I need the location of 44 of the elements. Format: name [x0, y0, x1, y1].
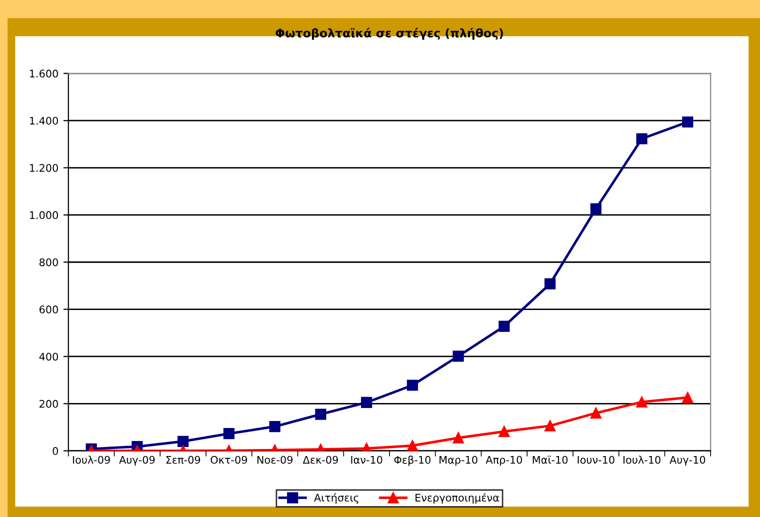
y-tick-label: 600 — [40, 306, 58, 314]
point — [452, 350, 464, 362]
legend-label: Αιτήσεις — [314, 493, 358, 504]
x-tick-label: Ιαν-10 — [351, 456, 382, 464]
point — [269, 420, 280, 432]
point — [406, 440, 418, 451]
point — [498, 320, 510, 332]
y-tick-label: 1.200 — [30, 164, 58, 172]
point — [636, 133, 648, 144]
y-tick-label: 1.000 — [30, 211, 58, 220]
y-tick-label: 800 — [40, 258, 58, 266]
x-tick-label: Δεκ-09 — [302, 456, 338, 464]
point — [590, 408, 602, 419]
point — [452, 432, 464, 444]
y-tick-label: 1.400 — [30, 116, 58, 125]
point — [361, 396, 372, 408]
point — [223, 428, 235, 440]
x-tick-label: Μαρ-10 — [440, 456, 478, 466]
point — [682, 116, 694, 128]
x-tick-label: Ιουλ-09 — [73, 456, 110, 464]
x-tick-label: Οκτ-09 — [210, 456, 248, 464]
x-tick-label: Νοε-09 — [257, 456, 292, 464]
legend-label: Ενεργοποιημένα — [416, 493, 499, 504]
point — [682, 392, 694, 404]
x-tick-label: Φεβ-10 — [394, 456, 430, 466]
x-tick-label: Ιουλ-10 — [623, 456, 660, 464]
point — [406, 380, 418, 391]
point — [498, 426, 510, 438]
y-tick-label: 1.600 — [30, 70, 58, 78]
y-tick-label: 0 — [52, 447, 58, 455]
x-tick-label: Απρ-10 — [486, 456, 522, 466]
point — [315, 408, 326, 420]
point — [544, 278, 556, 290]
x-tick-label: Ιουν-10 — [578, 456, 614, 464]
y-tick-label: 400 — [39, 352, 58, 361]
point — [544, 420, 556, 432]
x-tick-label: Σεπ-09 — [166, 456, 200, 464]
point — [590, 203, 602, 214]
x-tick-label: Αυγ-09 — [119, 456, 155, 466]
point — [636, 396, 648, 408]
x-tick-label: Μαϊ-10 — [532, 456, 568, 464]
x-tick-label: Αυγ-10 — [670, 456, 706, 466]
y-tick-label: 200 — [40, 400, 58, 408]
point — [178, 436, 189, 447]
